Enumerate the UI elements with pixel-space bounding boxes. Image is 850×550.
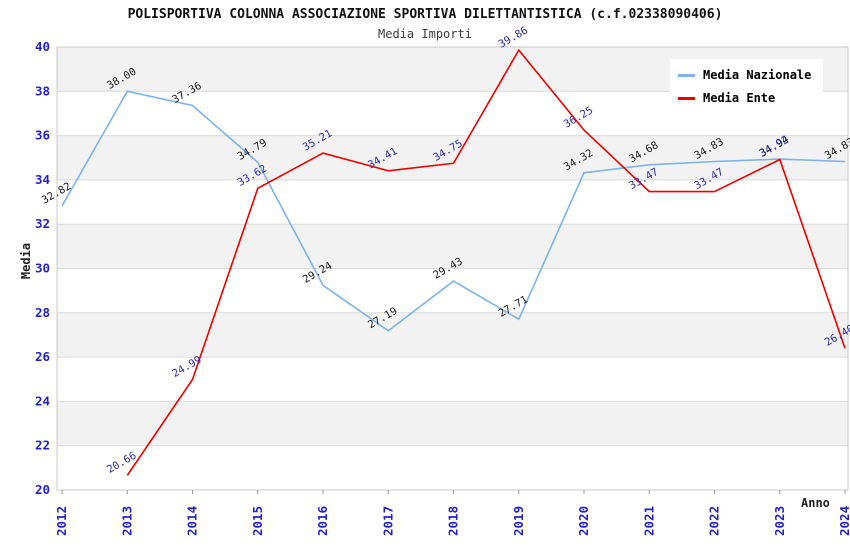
chart-subtitle: Media Importi (378, 27, 472, 41)
series-line-media-nazionale (61, 90, 846, 332)
legend-item-media-ente: Media Ente (678, 91, 811, 105)
svg-text:28: 28 (35, 305, 50, 320)
svg-text:2023: 2023 (772, 506, 787, 536)
legend-label-ente: Media Ente (703, 91, 776, 105)
svg-text:34: 34 (35, 172, 50, 187)
svg-text:20.66: 20.66 (105, 450, 138, 476)
svg-text:24.99: 24.99 (170, 354, 203, 380)
svg-text:32: 32 (35, 216, 50, 231)
y-axis-label: Media (19, 242, 33, 280)
svg-text:2014: 2014 (185, 506, 200, 536)
plot-border (56, 46, 849, 491)
svg-text:2017: 2017 (380, 506, 395, 536)
series-line-media-ente (126, 48, 846, 476)
svg-text:38: 38 (35, 83, 50, 98)
legend-swatch-ente-icon (678, 96, 695, 100)
svg-text:2015: 2015 (250, 506, 265, 536)
legend-label-nazionale: Media Nazionale (703, 68, 812, 82)
plot-bands (57, 47, 848, 446)
svg-text:2016: 2016 (315, 506, 330, 536)
svg-text:2012: 2012 (54, 506, 69, 536)
svg-text:26: 26 (35, 349, 50, 364)
svg-text:30: 30 (35, 261, 50, 276)
chart-title: POLISPORTIVA COLONNA ASSOCIAZIONE SPORTI… (127, 7, 723, 22)
y-tick-labels: 20 22 24 26 28 30 32 34 36 38 40 (35, 39, 50, 497)
x-tick-labels: 2012 2013 2014 2015 2016 2017 2018 2019 2020 2021… (54, 490, 850, 536)
svg-text:2022: 2022 (707, 506, 722, 536)
svg-text:22: 22 (35, 438, 50, 453)
svg-text:24: 24 (35, 393, 50, 408)
legend-swatch-nazionale-icon (678, 73, 695, 77)
svg-text:2024: 2024 (837, 506, 850, 536)
legend-item-media-nazionale: Media Nazionale (678, 68, 811, 82)
svg-text:20: 20 (35, 482, 50, 497)
x-axis-label: Anno (801, 496, 830, 510)
svg-text:36: 36 (35, 128, 50, 143)
svg-text:2020: 2020 (576, 506, 591, 536)
svg-text:2019: 2019 (511, 506, 526, 536)
svg-text:40: 40 (35, 39, 50, 54)
svg-text:2013: 2013 (119, 506, 134, 536)
legend: Media Nazionale Media Ente (670, 59, 824, 115)
svg-text:2021: 2021 (641, 506, 656, 536)
svg-text:2018: 2018 (446, 506, 461, 536)
